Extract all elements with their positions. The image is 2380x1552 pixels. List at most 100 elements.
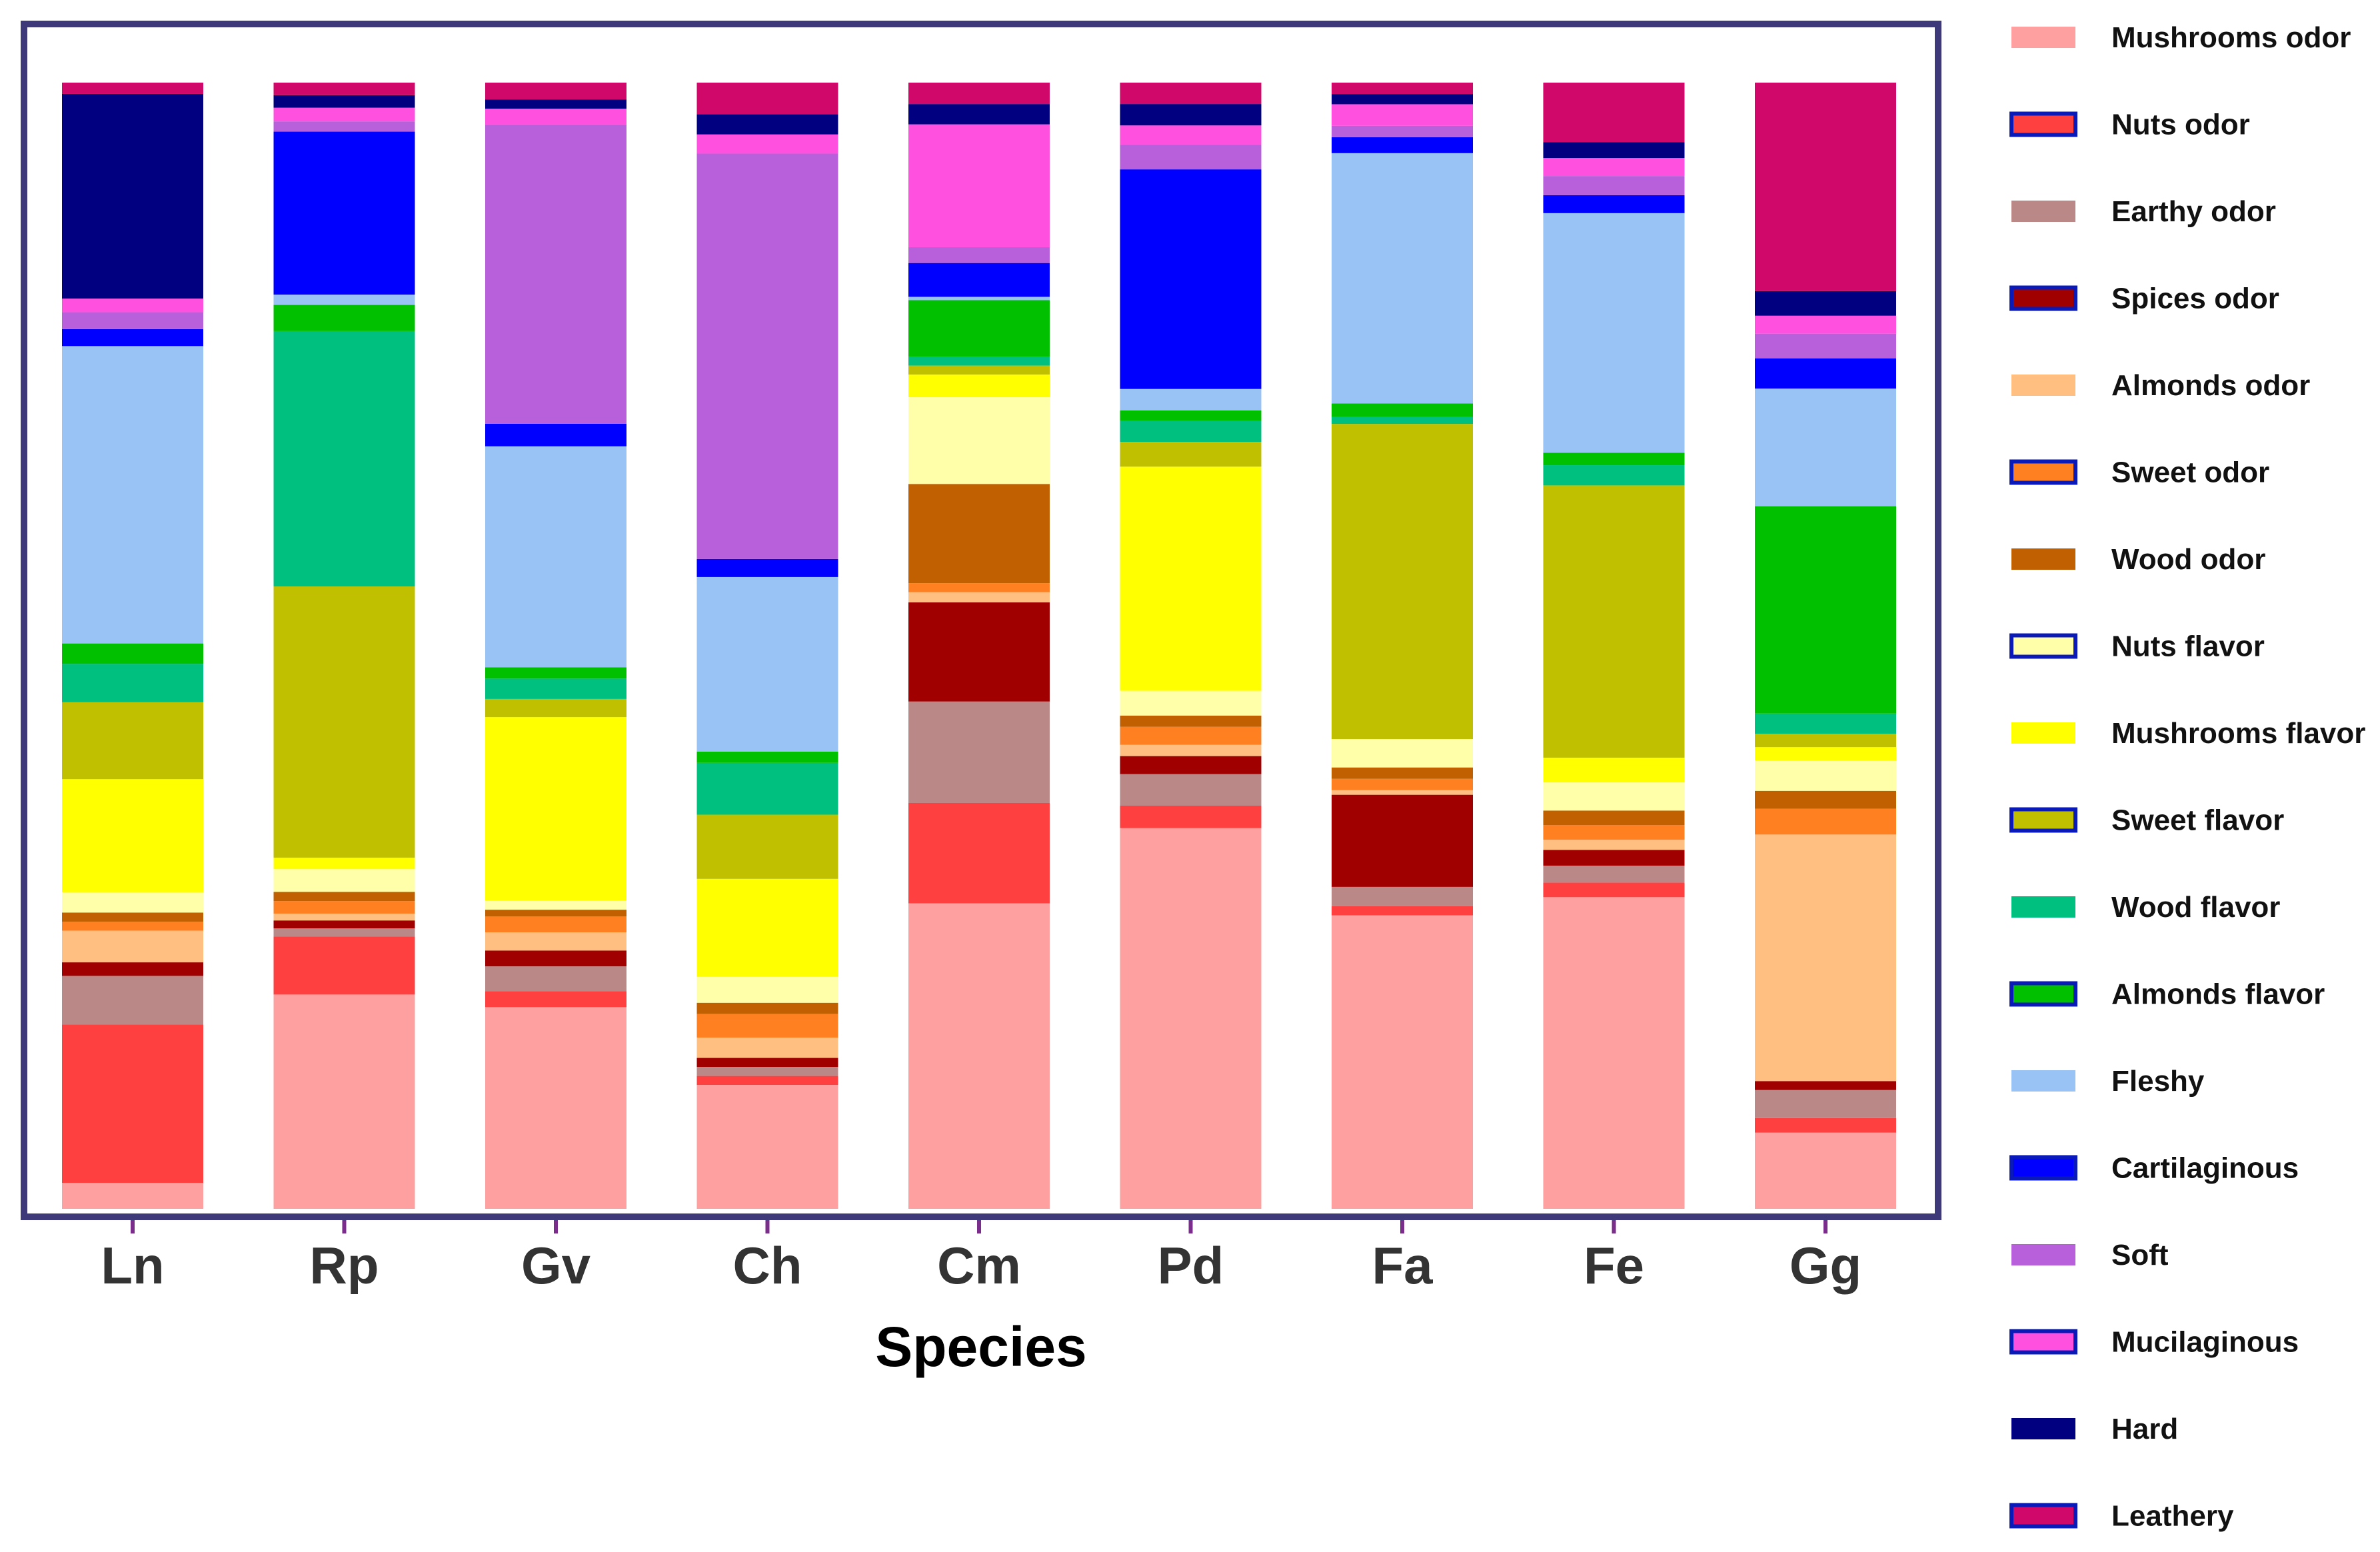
legend-label-wood-odor: Wood odor — [2111, 543, 2265, 576]
bar-segment-fa-wood-flavor — [1332, 416, 1473, 424]
bar-segment-fe-almonds-flavor — [1543, 452, 1685, 466]
bar-segment-rp-mushrooms-odor — [273, 994, 415, 1209]
bar-segment-fa-mushrooms-odor — [1332, 915, 1473, 1209]
bar-segment-gv-nuts-odor — [485, 991, 626, 1008]
legend-item-mucilaginous: Mucilaginous — [2009, 1326, 2299, 1359]
legend-swatch-leathery — [2009, 1503, 2077, 1529]
bar-segment-cm-mushrooms-odor — [908, 903, 1050, 1209]
bar-segment-pd-mushrooms-odor — [1120, 828, 1262, 1209]
bar-segment-ln-spices-odor — [62, 962, 203, 976]
bar-segment-ch-hard — [696, 114, 838, 135]
legend-label-wood-flavor: Wood flavor — [2111, 891, 2280, 924]
bar-segment-cm-almonds-odor — [908, 592, 1050, 602]
bar-segment-ch-leathery — [696, 83, 838, 115]
bar-segment-fe-hard — [1543, 142, 1685, 159]
bar-segment-rp-mushrooms-flavor — [273, 858, 415, 870]
bar-segment-rp-soft — [273, 121, 415, 132]
bar-segment-ch-mushrooms-odor — [696, 1085, 838, 1209]
bar-segment-fe-spices-odor — [1543, 850, 1685, 866]
bar-segment-cm-cartilaginous — [908, 263, 1050, 297]
bar-segment-cm-mucilaginous — [908, 124, 1050, 247]
bar-segment-rp-sweet-odor — [273, 901, 415, 914]
bar-segment-cm-nuts-odor — [908, 802, 1050, 904]
bar-segment-fe-wood-flavor — [1543, 465, 1685, 486]
bar-segment-ln-sweet-flavor — [62, 702, 203, 780]
bar-segment-gg-mushrooms-odor — [1755, 1132, 1896, 1209]
x-axis-title: Species — [875, 1315, 1087, 1378]
bar-segment-pd-hard — [1120, 104, 1262, 126]
bar-segment-pd-fleshy — [1120, 388, 1262, 410]
bar-segment-ch-mucilaginous — [696, 134, 838, 154]
bar-segment-fa-earthy-odor — [1332, 886, 1473, 906]
bar-segment-fa-mucilaginous — [1332, 104, 1473, 126]
legend-label-sweet-flavor: Sweet flavor — [2111, 804, 2284, 837]
bar-segment-pd-wood-flavor — [1120, 420, 1262, 442]
legend-item-mushrooms-odor: Mushrooms odor — [2011, 21, 2351, 54]
bar-segment-rp-spices-odor — [273, 920, 415, 929]
legend-label-hard: Hard — [2111, 1413, 2178, 1445]
bar-segment-cm-hard — [908, 104, 1050, 125]
bar-segment-rp-sweet-flavor — [273, 586, 415, 858]
bar-segment-pd-mucilaginous — [1120, 125, 1262, 145]
bar-segment-rp-hard — [273, 95, 415, 108]
legend-item-fleshy: Fleshy — [2011, 1065, 2205, 1098]
bar-segment-gg-almonds-flavor — [1755, 506, 1896, 714]
x-tick-label-fa: Fa — [1372, 1236, 1433, 1295]
legend-item-earthy-odor: Earthy odor — [2011, 195, 2276, 228]
bar-segment-rp-nuts-flavor — [273, 869, 415, 892]
bar-segment-fa-spices-odor — [1332, 794, 1473, 887]
bar-segment-gg-wood-odor — [1755, 790, 1896, 809]
bar-segment-ln-leathery — [62, 83, 203, 94]
bar-segment-ln-mushrooms-flavor — [62, 779, 203, 892]
bar-segment-fe-sweet-flavor — [1543, 485, 1685, 758]
bar-segment-ln-wood-odor — [62, 912, 203, 922]
legend-swatch-hard — [2011, 1418, 2075, 1439]
bar-segment-pd-spices-odor — [1120, 756, 1262, 774]
bar-segment-ln-cartilaginous — [62, 329, 203, 347]
bar-segment-gg-leathery — [1755, 83, 1896, 291]
bar-segment-gg-mucilaginous — [1755, 315, 1896, 334]
bar-segment-rp-cartilaginous — [273, 131, 415, 295]
bar-segment-gg-soft — [1755, 333, 1896, 359]
legend-swatch-cartilaginous — [2009, 1155, 2077, 1181]
legend-item-almonds-flavor: Almonds flavor — [2009, 978, 2325, 1011]
bar-segment-gg-wood-flavor — [1755, 713, 1896, 734]
bar-segment-cm-spices-odor — [908, 602, 1050, 702]
bar-segment-gg-mushrooms-flavor — [1755, 747, 1896, 761]
bar-segment-pd-cartilaginous — [1120, 169, 1262, 389]
bar-segment-pd-wood-odor — [1120, 715, 1262, 727]
bar-segment-gv-soft — [485, 124, 626, 424]
bar-segment-fe-sweet-odor — [1543, 825, 1685, 840]
bar-segment-fe-mushrooms-flavor — [1543, 757, 1685, 783]
bar-segment-gg-sweet-odor — [1755, 808, 1896, 835]
bar-segment-pd-sweet-flavor — [1120, 442, 1262, 467]
bars-layer — [62, 83, 1896, 1209]
legend-label-spices-odor: Spices odor — [2111, 283, 2279, 315]
legend-swatch-mushrooms-flavor — [2011, 722, 2075, 744]
bar-segment-ch-wood-odor — [696, 1002, 838, 1014]
x-axis-ticks: Ln Rp Gv Ch Cm Pd Fa Fe Gg — [101, 1220, 1861, 1295]
bar-segment-fe-earthy-odor — [1543, 866, 1685, 883]
x-tick-label-ch: Ch — [733, 1236, 802, 1295]
legend-swatch-nuts-odor — [2009, 111, 2077, 137]
bar-segment-fa-fleshy — [1332, 153, 1473, 404]
bar-segment-ch-sweet-odor — [696, 1014, 838, 1038]
legend-swatch-sweet-odor — [2009, 459, 2077, 485]
bar-segment-ln-hard — [62, 93, 203, 299]
bar-segment-gv-sweet-odor — [485, 916, 626, 933]
bar-segment-cm-wood-flavor — [908, 357, 1050, 366]
legend-item-leathery: Leathery — [2009, 1500, 2234, 1533]
legend-item-nuts-odor: Nuts odor — [2009, 109, 2250, 141]
bar-segment-cm-leathery — [908, 83, 1050, 105]
bar-segment-ln-fleshy — [62, 346, 203, 644]
bar-segment-ln-earthy-odor — [62, 976, 203, 1025]
bar-segment-gv-sweet-flavor — [485, 698, 626, 718]
bar-segment-rp-wood-odor — [273, 892, 415, 902]
bar-segment-gv-mushrooms-odor — [485, 1007, 626, 1209]
bar-segment-gg-nuts-odor — [1755, 1118, 1896, 1133]
bar-segment-gg-almonds-odor — [1755, 834, 1896, 1082]
legend-item-nuts-flavor: Nuts flavor — [2009, 630, 2265, 663]
legend-label-sweet-odor: Sweet odor — [2111, 456, 2269, 489]
legend-swatch-wood-odor — [2011, 548, 2075, 570]
bar-segment-cm-earthy-odor — [908, 701, 1050, 803]
